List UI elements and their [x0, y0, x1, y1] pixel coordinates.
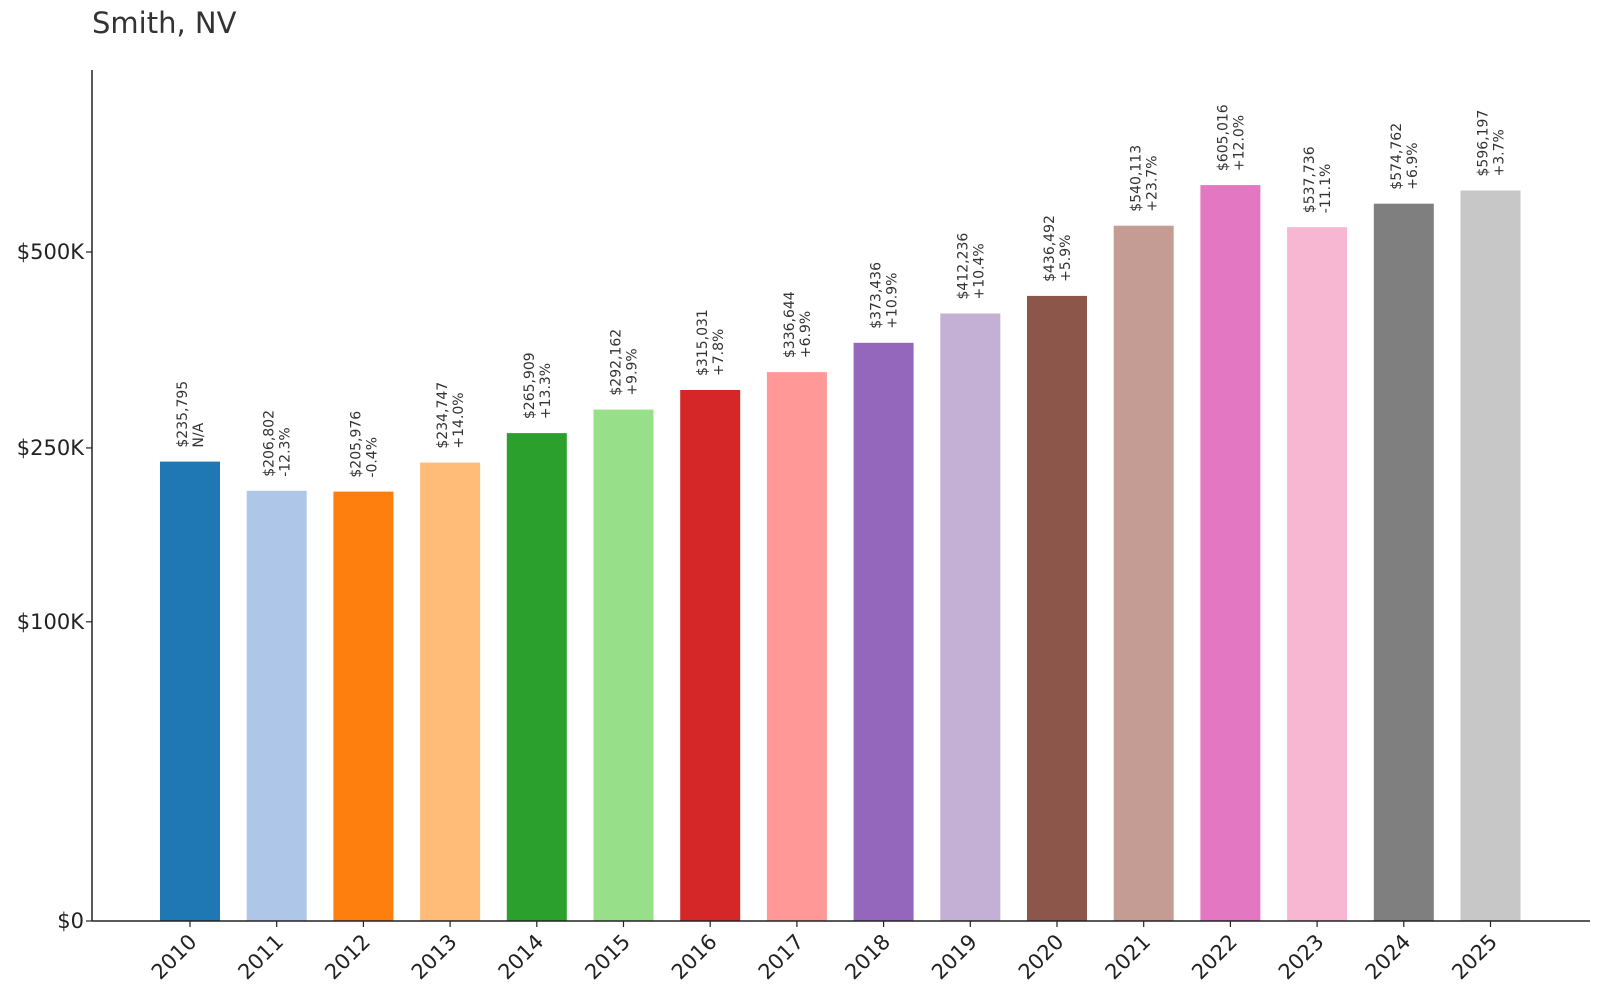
data-label-group-2010: $235,795 N/A — [175, 381, 207, 448]
change-label: +10.9% — [885, 273, 901, 329]
value-label: $436,492 — [1042, 215, 1058, 282]
x-tick-label: 2013 — [407, 930, 462, 985]
bar-2017 — [766, 372, 827, 922]
value-label: $412,236 — [955, 233, 971, 300]
value-label: $537,736 — [1302, 146, 1318, 213]
value-label: $315,031 — [695, 309, 711, 376]
bar-2016 — [680, 390, 741, 921]
x-tick-label: 2015 — [580, 930, 635, 985]
change-label: +9.9% — [625, 348, 641, 395]
x-tick-label: 2017 — [754, 930, 809, 985]
change-label: +5.9% — [1058, 235, 1074, 282]
change-label: +12.0% — [1231, 115, 1247, 171]
change-label: N/A — [191, 422, 207, 447]
value-label: $235,795 — [175, 381, 191, 448]
data-label-group-2012: $205,976 -0.4% — [348, 411, 380, 478]
value-label: $234,747 — [435, 382, 451, 449]
change-label: +13.3% — [538, 363, 554, 419]
change-label: -12.3% — [278, 427, 294, 477]
bar-2012 — [333, 491, 394, 921]
bar-2015 — [593, 409, 654, 921]
data-label-group-2021: $540,113 +23.7% — [1129, 145, 1161, 212]
value-label: $605,016 — [1215, 104, 1231, 171]
data-label-group-2018: $373,436 +10.9% — [869, 262, 901, 329]
x-tick-label: 2011 — [233, 930, 288, 985]
y-tick-label: $100K — [17, 610, 85, 634]
bar-2022 — [1200, 185, 1261, 922]
bar-2011 — [246, 490, 307, 921]
data-label-group-2024: $574,762 +6.9% — [1389, 123, 1421, 190]
data-label-group-2025: $596,197 +3.7% — [1476, 110, 1508, 177]
bar-2013 — [420, 462, 481, 921]
chart-title: Smith, NV — [92, 6, 237, 40]
data-label-group-2022: $605,016 +12.0% — [1215, 104, 1247, 171]
x-tick-label: 2021 — [1100, 930, 1155, 985]
bar-2014 — [506, 433, 567, 921]
value-label: $574,762 — [1389, 123, 1405, 190]
bar-2021 — [1113, 225, 1174, 921]
data-label-group-2023: $537,736 -11.1% — [1302, 146, 1334, 213]
change-label: +7.8% — [711, 329, 727, 376]
value-label: $540,113 — [1129, 145, 1145, 212]
change-label: +10.4% — [971, 243, 987, 299]
value-label: $373,436 — [869, 262, 885, 329]
bar-2023 — [1287, 227, 1348, 921]
data-label-group-2016: $315,031 +7.8% — [695, 309, 727, 376]
y-tick-label: $250K — [17, 436, 85, 460]
x-tick-label: 2024 — [1361, 930, 1416, 985]
bar-2018 — [853, 342, 914, 921]
change-label: +23.7% — [1145, 155, 1161, 211]
value-label: $265,909 — [522, 352, 538, 419]
data-label-group-2011: $206,802 -12.3% — [262, 410, 294, 477]
bar-2024 — [1373, 203, 1434, 921]
x-tick-label: 2020 — [1014, 930, 1069, 985]
bar-2025 — [1460, 190, 1521, 921]
value-label: $292,162 — [609, 329, 625, 396]
change-label: -0.4% — [364, 437, 380, 478]
x-tick-label: 2019 — [927, 930, 982, 985]
x-tick-label: 2010 — [147, 930, 202, 985]
x-tick-label: 2018 — [840, 930, 895, 985]
bar-2020 — [1027, 295, 1087, 921]
bars-layer — [160, 185, 1521, 922]
value-label: $205,976 — [348, 411, 364, 478]
y-tick-label: $500K — [17, 240, 85, 264]
bar-2019 — [940, 313, 1001, 921]
x-tick-label: 2014 — [494, 930, 549, 985]
change-label: +3.7% — [1492, 129, 1508, 176]
y-tick-label: $0 — [57, 909, 84, 933]
value-label: $336,644 — [782, 291, 798, 358]
data-label-group-2020: $436,492 +5.9% — [1042, 215, 1074, 282]
x-tick-label: 2012 — [320, 930, 375, 985]
data-label-group-2017: $336,644 +6.9% — [782, 291, 814, 358]
data-labels-layer: $235,795 N/A $206,802 -12.3% $205,976 -0.4%$2… — [175, 104, 1508, 477]
change-label: +6.9% — [1405, 142, 1421, 189]
value-label: $206,802 — [262, 410, 278, 477]
x-tick-label: 2023 — [1274, 930, 1329, 985]
x-tick-label: 2016 — [667, 930, 722, 985]
data-label-group-2015: $292,162 +9.9% — [609, 329, 641, 396]
x-tick-label: 2025 — [1447, 930, 1502, 985]
x-tick-label: 2022 — [1187, 930, 1242, 985]
data-label-group-2014: $265,909 +13.3% — [522, 352, 554, 419]
value-label: $596,197 — [1476, 110, 1492, 177]
change-label: -11.1% — [1318, 164, 1334, 214]
data-label-group-2013: $234,747 +14.0% — [435, 382, 467, 449]
data-label-group-2019: $412,236 +10.4% — [955, 233, 987, 300]
change-label: +6.9% — [798, 311, 814, 358]
change-label: +14.0% — [451, 392, 467, 448]
bar-2010 — [160, 461, 220, 921]
